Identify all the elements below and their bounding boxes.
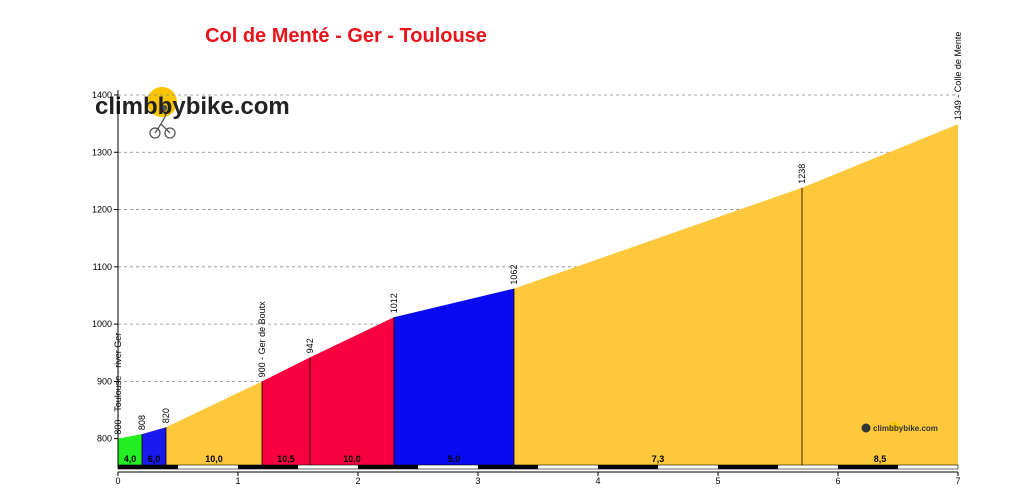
profile-areas — [118, 124, 958, 466]
x-tick-labels: 0 1 2 3 4 5 6 7 — [115, 476, 960, 486]
annotation-3: 820 — [161, 408, 171, 423]
annotation-1: 800 - Toulouse - river Ger — [113, 333, 123, 435]
y-tick-label-800: 800 — [97, 434, 112, 444]
segment-label-5: 10,0 — [343, 454, 361, 464]
annotation-4: 900 - Ger de Boutx — [257, 301, 267, 378]
x-tick-label-3: 3 — [475, 476, 480, 486]
climbbybike-logo: climbbybike.com — [95, 87, 290, 139]
segment-gradient-labels: 4,0 6,0 10,0 10,5 10,0 5,0 7,3 8,5 — [124, 454, 887, 464]
logo-small-sun-icon — [889, 422, 899, 432]
segment-label-8: 8,5 — [874, 454, 887, 464]
climbbybike-logo-small: climbbybike.com — [861, 422, 938, 433]
x-tick-label-0: 0 — [115, 476, 120, 486]
km-bar-piece-11 — [718, 465, 778, 469]
km-bar-piece-5 — [358, 465, 418, 469]
annotation-5: 942 — [305, 338, 315, 353]
annotation-9: 1349 - Colle de Mente — [953, 32, 963, 121]
chart-title: Col de Menté - Ger - Toulouse — [205, 25, 487, 47]
segment-area-2 — [142, 427, 166, 465]
km-bar-piece-1 — [118, 465, 178, 469]
y-tick-label-1300: 1300 — [92, 147, 112, 157]
segment-area-1 — [118, 434, 142, 465]
x-tick-label-2: 2 — [355, 476, 360, 486]
x-tick-label-7: 7 — [955, 476, 960, 486]
segment-label-3: 10,0 — [205, 454, 223, 464]
x-tick-label-4: 4 — [595, 476, 600, 486]
cyclist-icon — [149, 104, 176, 139]
km-bar-piece-3 — [238, 465, 298, 469]
segment-label-7: 7,3 — [652, 454, 665, 464]
kilometer-bar — [117, 464, 959, 470]
y-tick-labels: 800 900 1000 1100 1200 1300 1400 — [92, 90, 112, 444]
segment-label-4: 10,5 — [277, 454, 295, 464]
segment-area-4 — [262, 357, 310, 465]
segment-area-5 — [310, 317, 394, 465]
annotation-8: 1238 — [797, 164, 807, 184]
point-annotations: 800 - Toulouse - river Ger 808 820 900 - Ge… — [113, 32, 963, 435]
logo-text: climbbybike.com — [95, 93, 290, 120]
x-tick-label-5: 5 — [715, 476, 720, 486]
y-tick-label-900: 900 — [97, 376, 112, 386]
segment-area-3 — [166, 381, 262, 465]
point-markers — [141, 187, 803, 465]
y-tick-label-1100: 1100 — [93, 262, 112, 272]
segment-label-1: 4,0 — [124, 454, 137, 464]
logo-small-icon — [861, 423, 871, 433]
logo-small-text: climbbybike.com — [873, 424, 938, 433]
segment-area-6 — [394, 288, 514, 465]
annotation-6: 1012 — [389, 293, 399, 313]
x-tick-label-1: 1 — [235, 476, 240, 486]
y-tick-label-1000: 1000 — [92, 319, 112, 329]
logo-sun-icon — [147, 87, 177, 117]
annotation-7: 1062 — [509, 265, 519, 285]
segment-area-8 — [802, 124, 958, 466]
annotation-2: 808 — [137, 415, 147, 430]
segment-label-6: 5,0 — [448, 454, 461, 464]
km-bar-piece-9 — [598, 465, 658, 469]
km-bar-piece-7 — [478, 465, 538, 469]
y-tick-label-1400: 1400 — [92, 90, 112, 100]
x-tick-label-6: 6 — [835, 476, 840, 486]
segment-area-7 — [514, 187, 802, 465]
y-tick-label-1200: 1200 — [92, 205, 112, 215]
segment-label-2: 6,0 — [148, 454, 161, 464]
km-bar-piece-13 — [838, 465, 898, 469]
axes — [114, 90, 959, 476]
